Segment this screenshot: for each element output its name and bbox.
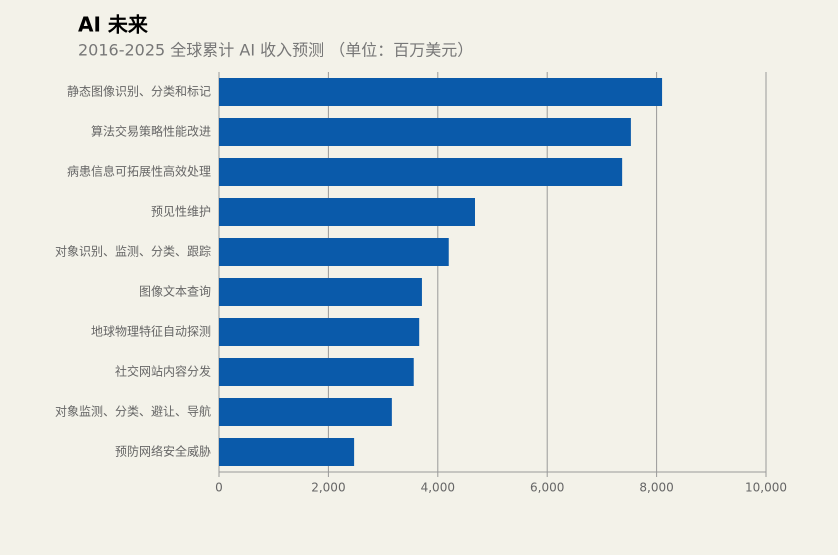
bar xyxy=(219,358,414,386)
y-tick-label: 病患信息可拓展性高效处理 xyxy=(67,164,211,179)
y-tick-label: 静态图像识别、分类和标记 xyxy=(67,85,211,99)
bar xyxy=(219,78,663,106)
y-tick-label: 社交网站内容分发 xyxy=(115,364,211,379)
bar xyxy=(219,198,475,226)
y-tick-label: 对象监测、分类、避让、导航 xyxy=(55,404,211,419)
bar xyxy=(219,398,392,426)
y-tick-label: 预见性维护 xyxy=(151,205,211,219)
chart-title: AI 未来 xyxy=(78,13,149,37)
x-tick-label: 0 xyxy=(215,481,223,495)
x-tick-label: 8,000 xyxy=(639,481,673,495)
bar xyxy=(219,318,420,346)
y-tick-label: 对象识别、监测、分类、跟踪 xyxy=(55,245,211,259)
x-tick-label: 10,000 xyxy=(745,481,787,495)
bar xyxy=(219,438,355,466)
x-tick-label: 6,000 xyxy=(530,481,564,495)
y-tick-label: 算法交易策略性能改进 xyxy=(91,124,211,139)
bar xyxy=(219,158,623,186)
x-tick-label: 2,000 xyxy=(311,481,345,495)
y-tick-label: 地球物理特征自动探测 xyxy=(91,324,211,339)
bar xyxy=(219,118,631,146)
y-tick-label: 图像文本查询 xyxy=(139,284,211,299)
y-tick-label: 预防网络安全威胁 xyxy=(115,444,211,459)
chart-subtitle: 2016-2025 全球累计 AI 收入预测 （单位：百万美元） xyxy=(78,41,473,60)
bar xyxy=(219,238,449,266)
x-tick-label: 4,000 xyxy=(421,481,455,495)
bar xyxy=(219,278,422,306)
